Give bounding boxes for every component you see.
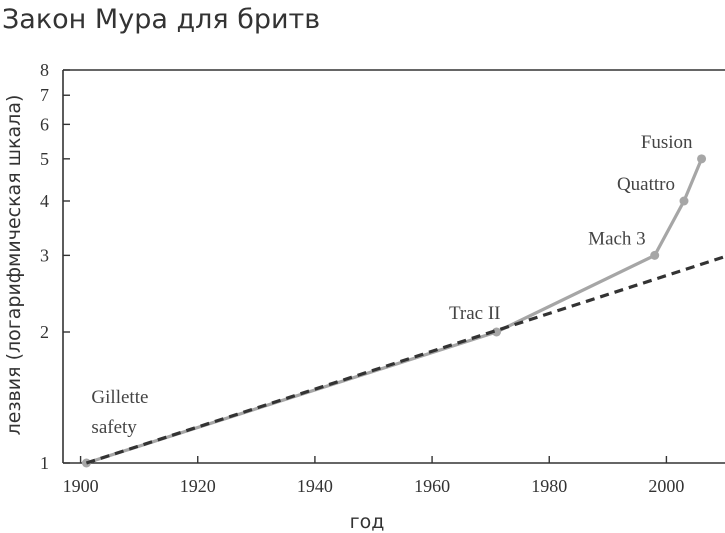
- point-label: Trac II: [449, 303, 501, 324]
- y-axis-label: лезвия (логарифмическая шкала): [3, 95, 25, 436]
- y-tick-label: 1: [40, 453, 49, 473]
- annotation-label: safety: [91, 417, 137, 438]
- y-tick-label: 4: [40, 191, 49, 211]
- x-tick-label: 1920: [180, 476, 216, 496]
- y-tick-label: 7: [40, 85, 49, 105]
- chart-title: Закон Мура для бритв: [2, 4, 320, 35]
- x-tick-label: 1940: [297, 476, 333, 496]
- data-point: [650, 250, 660, 260]
- data-point: [492, 327, 502, 337]
- x-tick-label: 1900: [63, 476, 99, 496]
- point-label: Quattro: [617, 174, 675, 195]
- y-tick-label: 6: [40, 114, 49, 134]
- x-tick-label: 1980: [531, 476, 567, 496]
- plot-area: 1 2 3 4 5 6 7 8 1900 1920 1940 1960 1980 2000 Trac II M…: [40, 60, 725, 496]
- annotation-label: Gillette: [91, 387, 148, 408]
- history-line: [85, 158, 704, 465]
- y-tick-label: 3: [40, 245, 49, 265]
- point-label: Fusion: [641, 132, 693, 153]
- data-point: [679, 196, 689, 206]
- y-tick-label: 5: [40, 149, 49, 169]
- x-tick-label: 2000: [648, 476, 684, 496]
- y-tick-label: 2: [40, 322, 49, 342]
- point-label: Mach 3: [588, 228, 646, 249]
- trend-line: [85, 255, 725, 465]
- data-point: [697, 154, 707, 164]
- x-axis-label: год: [350, 511, 385, 533]
- x-tick-label: 1960: [414, 476, 450, 496]
- y-tick-label: 8: [40, 60, 49, 80]
